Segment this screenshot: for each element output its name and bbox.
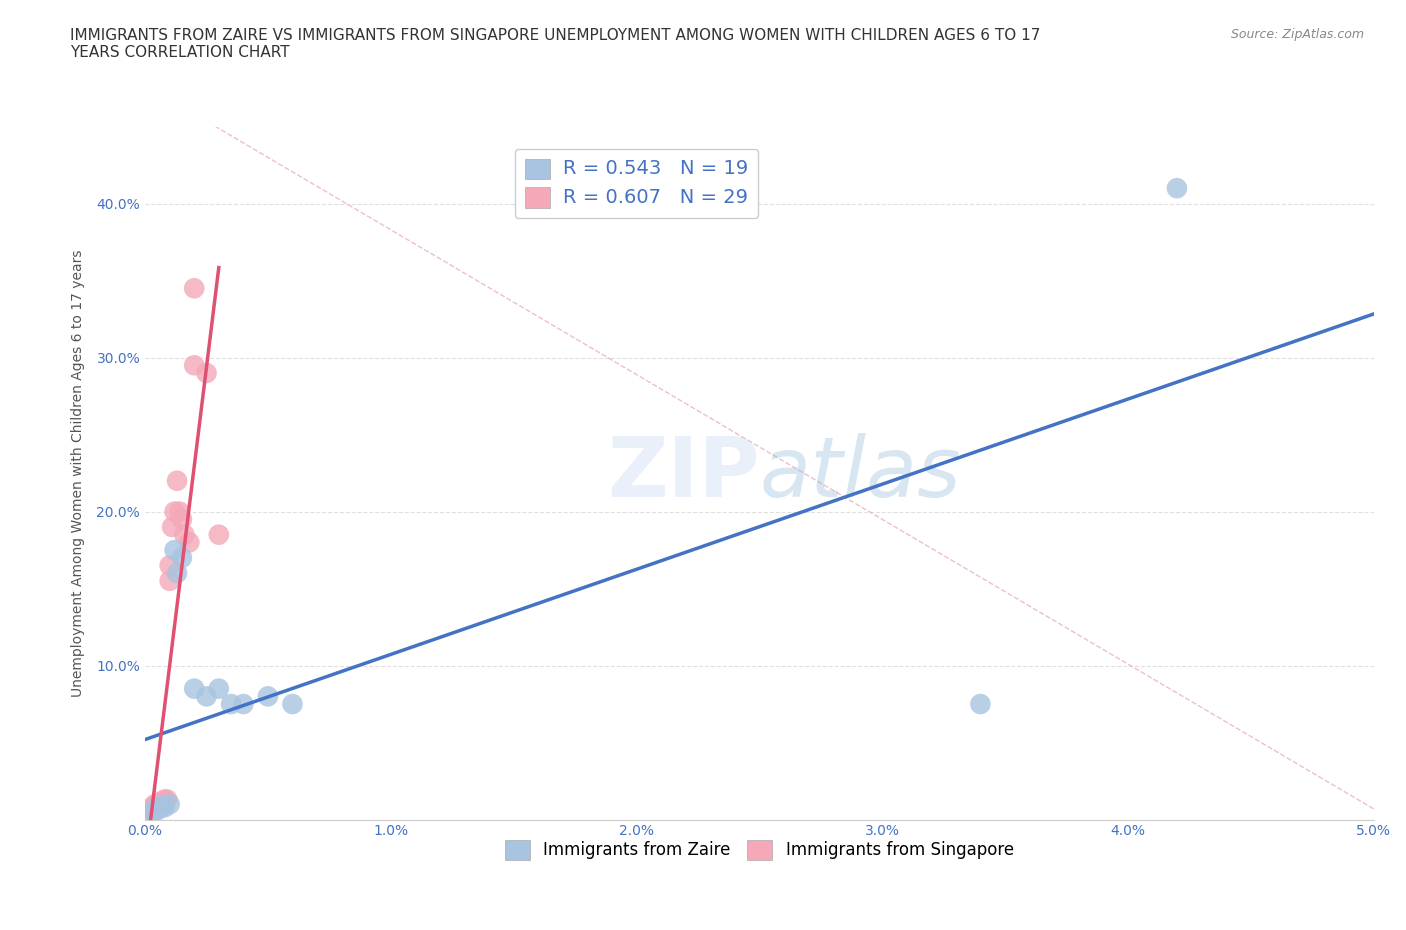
Point	[160, 520, 183, 535]
Point	[179, 535, 201, 550]
Point	[183, 281, 205, 296]
Point	[139, 804, 162, 819]
Point	[143, 797, 166, 812]
Point	[146, 798, 169, 813]
Point	[153, 800, 176, 815]
Point	[281, 697, 304, 711]
Point	[195, 689, 218, 704]
Point	[183, 681, 205, 696]
Point	[141, 802, 163, 817]
Point	[159, 574, 181, 589]
Point	[139, 802, 162, 817]
Text: IMMIGRANTS FROM ZAIRE VS IMMIGRANTS FROM SINGAPORE UNEMPLOYMENT AMONG WOMEN WITH: IMMIGRANTS FROM ZAIRE VS IMMIGRANTS FROM…	[70, 28, 1040, 60]
Point	[150, 793, 173, 808]
Point	[195, 365, 218, 380]
Point	[146, 800, 169, 815]
Point	[141, 800, 163, 815]
Point	[166, 565, 188, 580]
Point	[163, 542, 186, 557]
Point	[170, 551, 193, 565]
Point	[208, 681, 231, 696]
Point	[169, 504, 191, 519]
Point	[257, 689, 280, 704]
Point	[219, 697, 242, 711]
Point	[170, 512, 193, 526]
Point	[159, 797, 181, 812]
Point	[153, 792, 176, 807]
Point	[232, 697, 254, 711]
Point	[146, 797, 169, 812]
Text: ZIP: ZIP	[607, 432, 759, 513]
Point	[149, 802, 172, 817]
Point	[136, 804, 159, 819]
Point	[143, 800, 166, 815]
Point	[969, 697, 991, 711]
Y-axis label: Unemployment Among Women with Children Ages 6 to 17 years: Unemployment Among Women with Children A…	[72, 249, 86, 697]
Point	[156, 792, 179, 807]
Legend: Immigrants from Zaire, Immigrants from Singapore: Immigrants from Zaire, Immigrants from S…	[498, 833, 1021, 867]
Point	[208, 527, 231, 542]
Point	[143, 804, 166, 819]
Text: atlas: atlas	[759, 432, 960, 513]
Text: Source: ZipAtlas.com: Source: ZipAtlas.com	[1230, 28, 1364, 41]
Point	[149, 795, 172, 810]
Point	[159, 558, 181, 573]
Point	[166, 473, 188, 488]
Point	[150, 798, 173, 813]
Point	[153, 793, 176, 808]
Point	[1166, 180, 1188, 195]
Point	[183, 358, 205, 373]
Point	[141, 804, 163, 819]
Point	[173, 527, 195, 542]
Point	[149, 797, 172, 812]
Point	[150, 797, 173, 812]
Point	[163, 504, 186, 519]
